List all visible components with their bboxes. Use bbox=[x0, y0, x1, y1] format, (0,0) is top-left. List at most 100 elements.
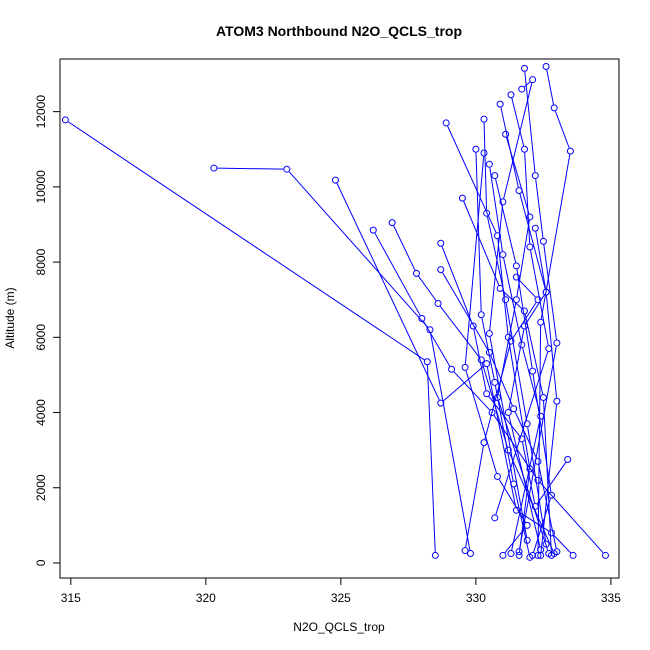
data-point bbox=[542, 288, 550, 296]
data-point bbox=[483, 390, 491, 398]
data-point bbox=[512, 296, 520, 304]
series-group bbox=[480, 115, 550, 548]
data-point bbox=[601, 551, 609, 559]
series-segment bbox=[489, 336, 528, 538]
data-point bbox=[539, 237, 547, 245]
series-segment bbox=[483, 122, 488, 210]
data-point bbox=[512, 273, 520, 281]
data-point bbox=[547, 491, 555, 499]
series-segment bbox=[495, 178, 517, 263]
data-point bbox=[542, 540, 550, 548]
series-group bbox=[210, 164, 474, 558]
data-point bbox=[553, 339, 561, 347]
chart-title: ATOM3 Northbound N2O_QCLS_trop bbox=[216, 23, 462, 39]
series-segment bbox=[486, 216, 506, 297]
series-group bbox=[442, 119, 534, 559]
data-point bbox=[531, 224, 539, 232]
series-segment bbox=[535, 178, 544, 238]
data-point bbox=[553, 548, 561, 556]
series-segment bbox=[509, 453, 554, 551]
data-point bbox=[502, 296, 510, 304]
series-segment bbox=[503, 82, 533, 199]
series-group bbox=[515, 64, 561, 556]
series-segment bbox=[533, 498, 551, 553]
series-segment bbox=[525, 294, 545, 324]
data-point bbox=[523, 420, 531, 428]
data-point bbox=[483, 209, 491, 217]
series-segment bbox=[540, 154, 571, 319]
series-segment bbox=[374, 232, 421, 316]
series-segment bbox=[473, 329, 487, 391]
series-layer bbox=[61, 63, 609, 561]
data-point bbox=[431, 551, 439, 559]
series-segment bbox=[516, 269, 533, 368]
data-point bbox=[504, 409, 512, 417]
data-point bbox=[539, 393, 547, 401]
series-segment bbox=[524, 152, 531, 244]
series-segment bbox=[503, 257, 522, 342]
series-segment bbox=[68, 121, 425, 361]
series-segment bbox=[464, 156, 485, 364]
series-segment bbox=[336, 183, 440, 401]
series-segment bbox=[537, 325, 542, 552]
data-point bbox=[466, 550, 474, 558]
y-tick-label: 0 bbox=[34, 559, 48, 566]
data-point bbox=[520, 145, 528, 153]
series-segment bbox=[447, 125, 497, 233]
y-tick-label: 8000 bbox=[34, 248, 48, 275]
series-segment bbox=[508, 329, 525, 410]
data-point bbox=[502, 130, 510, 138]
series-group bbox=[61, 116, 439, 559]
series-segment bbox=[489, 167, 503, 252]
x-tick-label: 335 bbox=[601, 591, 621, 605]
series-segment bbox=[481, 363, 508, 447]
data-point bbox=[547, 529, 555, 537]
data-point bbox=[537, 318, 545, 326]
y-axis: 0 2000 4000 6000 8000 10000 12000 bbox=[34, 95, 61, 566]
series-group bbox=[472, 145, 534, 561]
y-tick-label: 6000 bbox=[34, 324, 48, 351]
data-point bbox=[412, 269, 420, 277]
data-point bbox=[423, 358, 431, 366]
data-point bbox=[534, 551, 542, 559]
series-segment bbox=[465, 370, 497, 474]
series-group bbox=[461, 149, 531, 559]
series-segment bbox=[543, 400, 552, 552]
series-segment bbox=[536, 462, 567, 504]
series-group bbox=[491, 172, 555, 559]
x-tick-label: 320 bbox=[196, 591, 216, 605]
data-point bbox=[499, 251, 507, 259]
series-segment bbox=[423, 321, 451, 367]
data-point bbox=[534, 476, 542, 484]
data-point bbox=[491, 514, 499, 522]
data-point bbox=[461, 547, 469, 555]
series-segment bbox=[524, 81, 531, 88]
series-segment bbox=[475, 152, 482, 312]
data-point bbox=[493, 472, 501, 480]
data-point bbox=[493, 393, 501, 401]
data-point bbox=[491, 172, 499, 180]
series-segment bbox=[511, 98, 525, 146]
data-point bbox=[485, 160, 493, 168]
data-point bbox=[537, 546, 545, 554]
series-segment bbox=[508, 340, 530, 466]
data-point bbox=[448, 365, 456, 373]
series-segment bbox=[543, 244, 557, 340]
data-point bbox=[510, 405, 518, 413]
data-point bbox=[434, 299, 442, 307]
series-segment bbox=[484, 344, 511, 440]
series-segment bbox=[516, 220, 530, 297]
y-tick-label: 12000 bbox=[34, 95, 48, 129]
series-segment bbox=[530, 250, 549, 346]
series-segment bbox=[506, 137, 530, 214]
series-segment bbox=[524, 71, 536, 173]
data-point bbox=[469, 322, 477, 330]
series-segment bbox=[532, 374, 552, 492]
data-point bbox=[564, 456, 572, 464]
data-point bbox=[477, 356, 485, 364]
data-point bbox=[507, 550, 515, 558]
data-point bbox=[529, 76, 537, 84]
series-segment bbox=[539, 482, 604, 554]
data-point bbox=[458, 194, 466, 202]
